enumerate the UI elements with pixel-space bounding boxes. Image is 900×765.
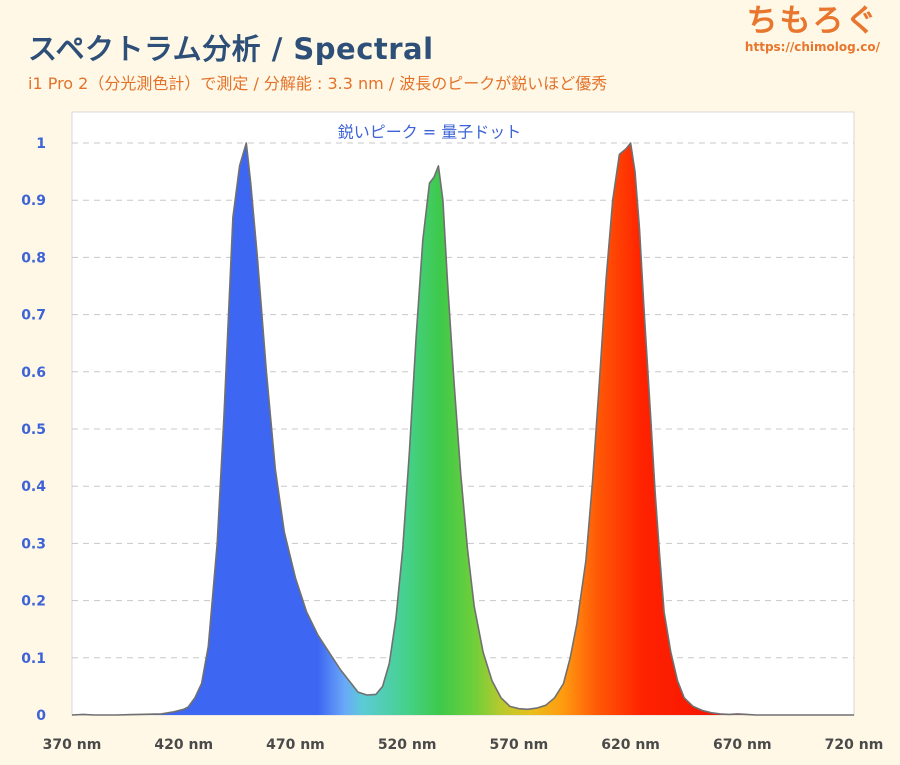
y-tick-label: 0.6 [21, 365, 46, 381]
y-tick-label: 0.5 [21, 422, 46, 438]
y-tick-label: 0.7 [21, 308, 46, 324]
brand-logo[interactable]: ちもろぐ https://chimolog.co/ [745, 4, 880, 54]
spectrum-area [72, 143, 854, 715]
x-tick-label: 370 nm [43, 737, 102, 753]
x-tick-label: 520 nm [378, 737, 437, 753]
peak-annotation: 鋭いピーク = 量子ドット [338, 123, 522, 142]
x-tick-label: 570 nm [490, 737, 549, 753]
y-tick-label: 1 [36, 136, 46, 152]
x-axis: 370 nm 420 nm 470 nm 520 nm 570 nm 620 nm 670 … [43, 737, 884, 753]
chart-subtitle: i1 Pro 2（分光測色計）で測定 / 分解能 : 3.3 nm / 波長のピ… [28, 74, 608, 93]
brand-logo-text: ちもろぐ [746, 3, 879, 39]
spectrum-outline [71, 142, 854, 716]
x-tick-label: 420 nm [154, 737, 213, 753]
x-tick-label: 670 nm [713, 737, 772, 753]
y-tick-label: 0 [36, 708, 46, 724]
y-tick-label: 0.3 [21, 536, 46, 552]
y-tick-label: 0.2 [21, 594, 46, 610]
y-tick-label: 0.4 [21, 479, 46, 495]
y-tick-label: 0.1 [21, 651, 46, 667]
y-axis: 0 0.1 0.2 0.3 0.4 0.5 0.6 0.7 0.8 0.9 1 [21, 136, 46, 724]
x-tick-label: 470 nm [266, 737, 325, 753]
x-tick-label: 720 nm [825, 737, 884, 753]
brand-url[interactable]: https://chimolog.co/ [744, 40, 880, 55]
chart-title: スペクトラム分析 / Spectral [28, 32, 434, 66]
x-tick-label: 620 nm [601, 737, 660, 753]
y-tick-label: 0.8 [21, 250, 46, 266]
y-tick-label: 0.9 [21, 193, 46, 209]
